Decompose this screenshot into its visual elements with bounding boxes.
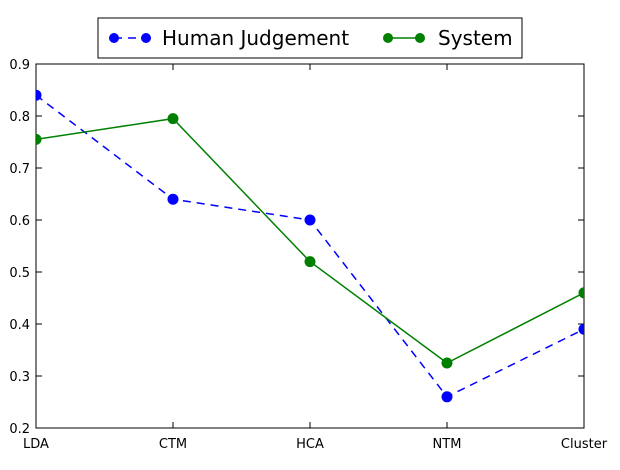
- series-1: [36, 113, 584, 369]
- legend-marker: [109, 33, 119, 43]
- y-tick-label: 0.8: [9, 110, 30, 125]
- series-0: [36, 89, 584, 403]
- data-point: [304, 214, 316, 226]
- y-tick-label: 0.4: [9, 318, 30, 333]
- y-tick-label: 0.3: [9, 370, 30, 385]
- legend-label-0: Human Judgement: [162, 26, 349, 50]
- series-line-0: [36, 94, 584, 398]
- legend-marker: [383, 33, 393, 43]
- x-tick-label: CTM: [159, 437, 187, 452]
- data-point: [167, 113, 179, 125]
- y-tick-label: 0.7: [9, 162, 30, 177]
- axes-frame: [35, 63, 585, 429]
- data-point: [578, 323, 584, 335]
- legend-marker: [415, 33, 425, 43]
- data-point: [441, 391, 453, 403]
- x-tick-label: HCA: [296, 437, 324, 452]
- legend: Human Judgement System: [97, 17, 523, 59]
- plot-area: 0.2 0.3 0.4 0.5 0.6 0.7 0.8 0.9 LDA CTM HCA NTM Clus…: [9, 58, 607, 452]
- legend-frame: [97, 17, 523, 59]
- legend-marker: [141, 33, 151, 43]
- series-line-1: [36, 117, 584, 364]
- data-point: [578, 287, 584, 299]
- y-tick-label: 0.5: [9, 266, 30, 281]
- data-point: [36, 133, 42, 145]
- x-tick-label: LDA: [23, 437, 49, 452]
- y-tick-label: 0.9: [9, 58, 30, 73]
- y-tick-label: 0.2: [9, 422, 30, 437]
- data-point: [167, 193, 179, 205]
- legend-label-1: System: [438, 26, 513, 50]
- data-point: [304, 256, 316, 268]
- data-point: [441, 357, 453, 369]
- x-tick-label: Cluster: [561, 437, 608, 452]
- data-point: [36, 89, 42, 101]
- y-tick-label: 0.6: [9, 214, 30, 229]
- x-tick-label: NTM: [433, 437, 462, 452]
